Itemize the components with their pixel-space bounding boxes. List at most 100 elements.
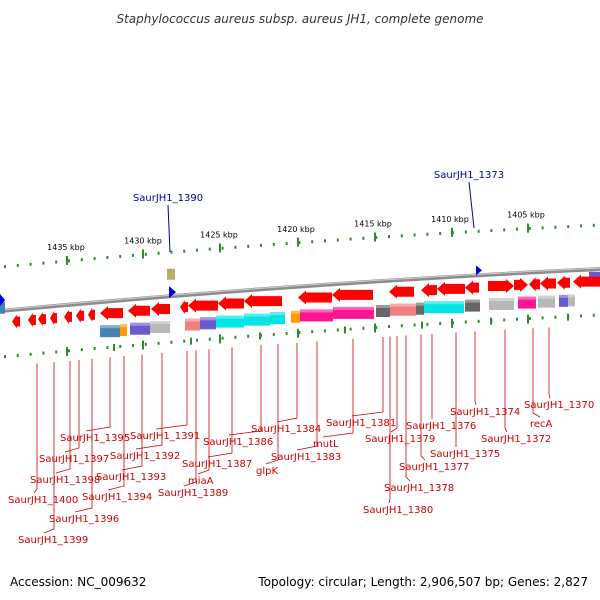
gene-arrow-reverse [100,306,123,321]
ruler-dot-upper [272,242,275,246]
gene-arrow-reverse [64,309,72,324]
gene-arrow-reverse [50,311,57,326]
ruler-dot-upper [554,225,557,229]
bottom-label-leader [390,336,398,433]
bottom-gene-label: SaurJH1_1397 [39,454,109,465]
gene-arrow-reverse [540,276,556,291]
ruler-dot-lower [208,337,211,341]
feature-block [150,321,170,334]
bottom-label-leader [474,331,477,406]
ruler-minor-tick-lower [567,313,569,321]
accession-text: Accession: NC_009632 [10,575,147,589]
ruler-dot-lower [29,352,32,356]
ruler-dot-upper [375,236,378,239]
bottom-gene-label: SaurJH1_1383 [271,452,341,463]
gene-arrow-reverse [151,302,170,317]
ruler-dot-upper [298,241,301,245]
bottom-label-leader [121,354,143,471]
feature-block [244,313,270,326]
forward-marker [476,265,482,276]
ruler-minor-tick-lower [113,343,115,351]
ruler-dot-upper [221,246,224,250]
ruler-major-tick-lower [66,347,68,357]
ruler-dot-lower [119,344,122,348]
bottom-gene-label: SaurJH1_1400 [8,495,78,506]
ruler-dot-upper [208,247,211,251]
ruler-dot-lower [55,350,58,354]
bottom-label-leader [296,341,318,451]
feature-block [538,295,555,308]
bottom-label-leader [55,360,71,474]
feature-block-shine [120,324,127,328]
gene-arrow-reverse [529,277,540,292]
bottom-gene-label: mutL [313,439,339,450]
bottom-label-leader [405,335,411,482]
bottom-label-leader [351,337,384,417]
ruler-minor-tick-lower [421,321,423,329]
ruler-dot-upper [55,260,58,264]
ruler-dot-upper [336,238,339,242]
ruler-dot-lower [144,342,147,346]
ruler-major-tick-upper [142,249,144,259]
gene-arrow-reverse [188,298,218,313]
feature-block [291,310,300,323]
bottom-label-leader [135,352,163,450]
feature-block-shine [538,295,555,299]
bottom-label-leader [43,362,55,534]
feature-block-shine [416,302,424,306]
ruler-dot-lower [68,349,70,353]
ruler-dot-upper [285,242,288,245]
feature-block [518,296,536,309]
ruler-dot-lower [298,331,301,335]
ruler-dot-lower [336,328,339,332]
feature-block [0,301,5,314]
top-label-leader [468,181,475,229]
feature-block [185,318,200,331]
ruler-dot-upper [144,252,147,256]
ruler-dot-lower [592,313,595,317]
ruler-dot-upper [4,265,6,269]
bottom-gene-label: SaurJH1_1393 [96,472,166,483]
feature-block [376,305,390,317]
bottom-label-leader [207,347,233,458]
gene-arrow-reverse [76,308,84,323]
scale-label: 1430 kbp [124,236,162,245]
feature-block [489,298,514,310]
feature-block [200,317,216,330]
bottom-gene-label: SaurJH1_1375 [430,449,500,460]
bottom-label-leader [228,345,262,436]
bottom-label-leader [548,327,551,399]
ruler-major-tick-upper [66,256,68,266]
bottom-gene-label: SaurJH1_1379 [365,434,435,445]
ruler-dot-lower [132,343,134,347]
bottom-gene-label: recA [530,419,553,430]
gene-arrow-reverse [465,280,479,295]
ruler-dot-lower [426,322,429,326]
ruler-dot-lower [528,317,531,320]
ruler-dot-upper [324,239,326,243]
topology-text: Topology: circular; Length: 2,906,507 bp… [258,575,588,589]
feature-block-shine [185,318,200,322]
bottom-gene-label: SaurJH1_1376 [406,421,476,432]
ruler-major-tick-upper [219,243,221,253]
gene-arrow-reverse [28,313,36,328]
ruler-dot-upper [592,223,595,227]
map-title: Staphylococcus aureus subsp. aureus JH1,… [116,12,483,26]
feature-block-shine [291,310,300,314]
bottom-label-leader [388,336,391,504]
ruler-dot-lower [541,316,544,320]
ruler-dot-lower [80,348,83,352]
ruler-dot-lower [311,330,314,334]
ruler-dot-lower [503,318,506,322]
feature-block-shine [216,315,244,319]
ruler-dot-lower [221,336,224,340]
scale-label: 1435 kbp [47,243,85,252]
bottom-label-leader [420,334,426,461]
ruler-dot-upper [477,229,480,233]
ruler-major-tick-lower [219,334,221,344]
bottom-gene-label: SaurJH1_1377 [399,462,469,473]
bottom-label-leader [74,358,93,513]
ruler-dot-lower [170,340,173,344]
feature-block-shine [244,313,270,317]
